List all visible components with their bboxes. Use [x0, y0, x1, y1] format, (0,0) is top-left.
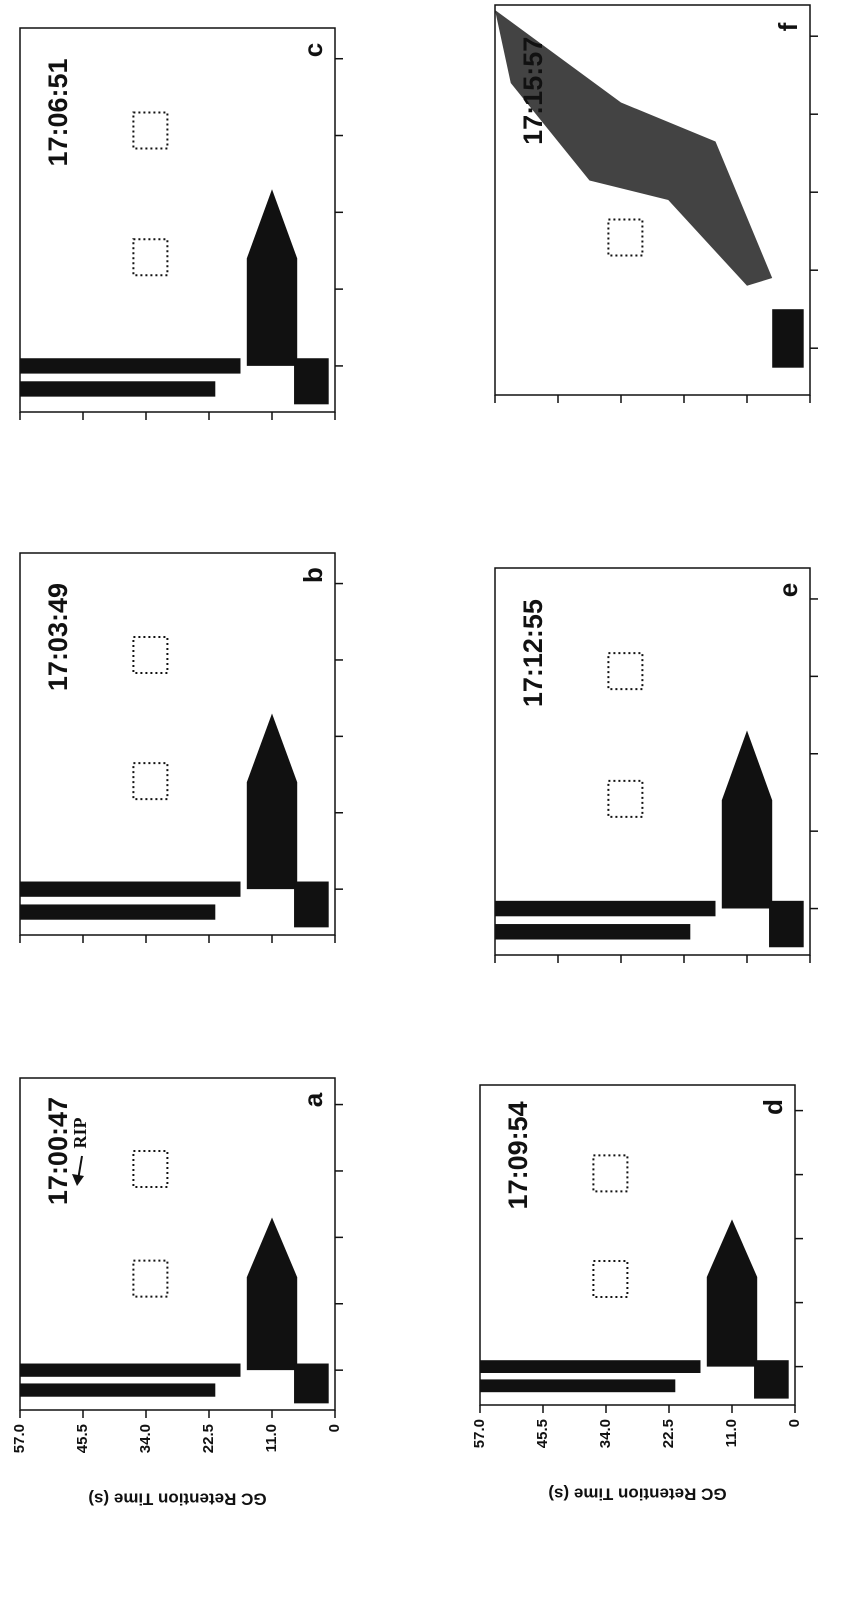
signal: [722, 731, 772, 909]
axis-title: GC Retention Time (s): [88, 1490, 266, 1509]
timestamp: 17:15:57: [518, 37, 548, 145]
annotation: RIP: [70, 1117, 90, 1148]
region-box: [608, 220, 642, 256]
x-tick-label: 0: [326, 1424, 343, 1432]
x-tick-label: 22.5: [660, 1419, 677, 1448]
region-box: [608, 653, 642, 689]
signal: [247, 1217, 297, 1370]
signal: [20, 904, 215, 919]
signal: [707, 1219, 757, 1366]
signal: [294, 882, 329, 928]
signal: [754, 1360, 789, 1398]
axis-title: GC Retention Time (s): [548, 1485, 726, 1504]
region-box: [133, 1261, 167, 1297]
timestamp: 17:06:51: [43, 58, 73, 166]
x-tick-label: 45.5: [74, 1424, 91, 1453]
signal: [480, 1379, 675, 1392]
x-tick-label: 57.0: [471, 1419, 488, 1448]
x-tick-label: 34.0: [137, 1424, 154, 1453]
timestamp: 17:00:47: [43, 1097, 73, 1205]
annotation-arrowhead: [72, 1174, 84, 1186]
signal: [495, 901, 716, 916]
x-tick-label: 11.0: [263, 1424, 280, 1452]
signal: [20, 882, 241, 897]
panel-letter: e: [773, 583, 803, 597]
signal: [247, 189, 297, 366]
x-tick-label: 11.0: [723, 1419, 740, 1447]
panel-letter: a: [298, 1092, 328, 1107]
signal: [480, 1360, 701, 1373]
figure: 17:00:47 a 57.0 45.5 34.0 22.5 11.0 0 GC Retenti…: [0, 0, 848, 1616]
panel-letter: f: [773, 22, 803, 31]
region-box: [608, 781, 642, 817]
region-box: [133, 239, 167, 275]
panel-letter: c: [298, 43, 328, 57]
x-tick-label: 0: [786, 1419, 803, 1427]
signal: [20, 1383, 215, 1396]
timestamp: 17:09:54: [503, 1101, 533, 1209]
region-box: [133, 1151, 167, 1187]
x-tick-label: 34.0: [597, 1419, 614, 1448]
region-box: [133, 763, 167, 799]
x-tick-label: 57.0: [11, 1424, 28, 1453]
panel-letter: b: [298, 567, 328, 583]
signal: [495, 924, 690, 939]
panel-letter: d: [758, 1099, 788, 1115]
timestamp: 17:12:55: [518, 599, 548, 707]
region-box: [133, 637, 167, 673]
signal: [772, 309, 804, 368]
signal: [769, 901, 804, 947]
region-box: [133, 112, 167, 148]
timestamp: 17:03:49: [43, 583, 73, 691]
signal: [294, 358, 329, 404]
signal: [20, 358, 241, 373]
signal: [20, 1364, 241, 1377]
signal: [247, 713, 297, 889]
region-box: [593, 1261, 627, 1297]
signal: [294, 1364, 329, 1404]
x-tick-label: 45.5: [534, 1419, 551, 1448]
signal: [20, 381, 215, 396]
x-tick-label: 22.5: [200, 1424, 217, 1453]
region-box: [593, 1155, 627, 1191]
